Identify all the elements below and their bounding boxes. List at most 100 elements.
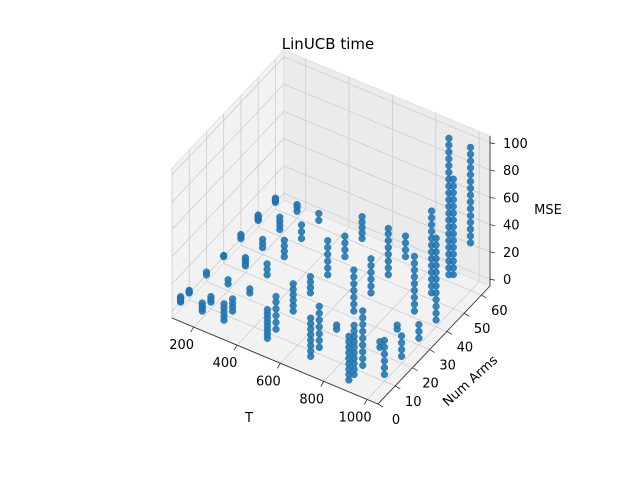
z-axis-label: MSE	[534, 203, 562, 218]
data-point	[367, 282, 375, 290]
z-tick-label: 100	[503, 137, 528, 152]
data-point	[410, 273, 419, 281]
data-points	[177, 134, 475, 384]
data-point	[315, 302, 323, 311]
data-point	[315, 343, 323, 351]
data-point	[367, 255, 375, 263]
data-point	[341, 253, 349, 261]
x-tick-label: 200	[169, 338, 194, 353]
data-point	[315, 309, 323, 317]
data-point	[445, 155, 453, 163]
data-point	[367, 275, 375, 283]
data-point	[359, 361, 367, 370]
data-point	[380, 336, 389, 345]
data-point	[307, 314, 315, 322]
data-point	[220, 251, 228, 260]
data-point	[229, 295, 237, 303]
y-tick-mark	[446, 331, 453, 335]
z-grid-back	[283, 165, 491, 253]
data-point	[254, 211, 262, 219]
data-point	[350, 280, 358, 288]
data-point	[466, 191, 475, 199]
data-point	[410, 259, 419, 267]
data-point	[384, 243, 392, 252]
data-point	[449, 230, 457, 238]
data-point	[350, 287, 358, 295]
data-point	[466, 177, 475, 186]
data-point	[350, 321, 358, 330]
data-point	[449, 250, 457, 258]
data-point	[432, 241, 440, 249]
y-grid-floor	[223, 263, 430, 350]
data-point	[380, 343, 389, 351]
data-point	[428, 214, 436, 222]
data-point	[272, 305, 280, 313]
y-tick-label: 40	[457, 340, 474, 355]
y-tick-mark	[377, 403, 384, 408]
x-tick-mark	[233, 344, 238, 351]
y-tick-label: 50	[474, 322, 491, 337]
z-grid-left	[171, 56, 285, 176]
y-tick-label: 60	[491, 304, 508, 319]
data-point	[350, 293, 358, 302]
data-point	[359, 327, 367, 336]
x-tick-label: 600	[256, 374, 281, 389]
chart-title: LinUCB time	[282, 35, 374, 53]
data-point	[315, 336, 323, 345]
data-point	[359, 355, 367, 363]
data-point	[432, 275, 440, 283]
data-point	[401, 239, 410, 247]
z-grid-back	[283, 138, 491, 226]
data-point	[466, 198, 475, 206]
data-point	[324, 250, 332, 258]
data-point	[272, 325, 280, 333]
data-point	[432, 248, 440, 256]
data-point	[432, 289, 440, 297]
data-point	[410, 307, 419, 315]
data-point	[449, 182, 457, 190]
x-grid-floor	[366, 281, 480, 400]
data-point	[359, 334, 367, 342]
data-point	[271, 194, 280, 202]
data-point	[341, 232, 349, 240]
data-point	[466, 218, 475, 227]
data-point	[384, 224, 392, 233]
data-point	[384, 237, 392, 245]
data-point	[466, 239, 475, 247]
data-point	[324, 243, 332, 252]
data-point	[359, 320, 367, 329]
data-point	[449, 196, 457, 204]
z-grid-back	[283, 83, 491, 171]
x-tick-mark	[363, 399, 368, 405]
data-point	[428, 227, 436, 236]
data-point	[350, 307, 358, 315]
data-point	[297, 234, 306, 243]
data-point	[345, 332, 353, 340]
data-point	[449, 216, 457, 224]
data-point	[432, 261, 440, 270]
data-point	[466, 184, 475, 192]
data-point	[445, 141, 453, 149]
data-point	[398, 345, 406, 354]
z-grid-left	[171, 111, 285, 230]
x-tick-mark	[320, 381, 325, 387]
data-point	[410, 280, 419, 288]
data-point	[272, 312, 280, 320]
data-point	[306, 273, 315, 281]
data-point	[398, 339, 406, 347]
z-grid-left	[171, 83, 285, 203]
data-point	[393, 321, 401, 329]
data-point	[289, 280, 297, 288]
data-point	[401, 246, 410, 254]
data-point	[445, 148, 453, 156]
data-point	[449, 223, 457, 231]
data-point	[220, 300, 228, 308]
data-point	[359, 314, 367, 322]
data-point	[428, 207, 436, 215]
data-point	[207, 293, 215, 301]
data-point	[449, 271, 457, 279]
z-tick-mark	[489, 224, 496, 227]
data-point	[350, 273, 358, 281]
